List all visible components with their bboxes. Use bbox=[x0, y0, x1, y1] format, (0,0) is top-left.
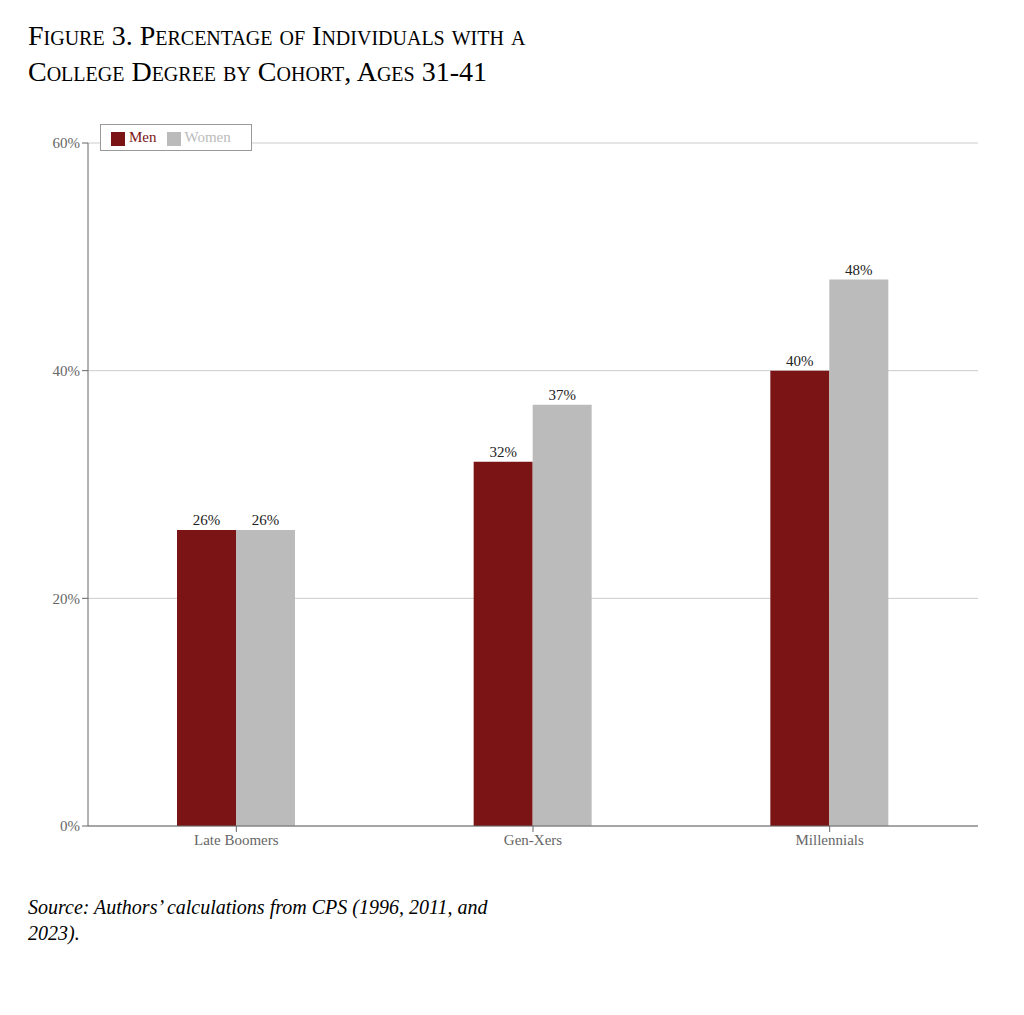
svg-text:Late Boomers: Late Boomers bbox=[194, 832, 279, 848]
svg-text:Gen-Xers: Gen-Xers bbox=[504, 832, 562, 848]
html-text:Men: Men bbox=[129, 129, 157, 145]
html-text:Women: Women bbox=[184, 129, 231, 145]
svg-text:32%: 32% bbox=[489, 444, 517, 460]
html-text:College Degree by Cohort, Ages: College Degree by Cohort, Ages 31-41 bbox=[28, 56, 487, 87]
svg-text:37%: 37% bbox=[548, 387, 576, 403]
svg-text:60%: 60% bbox=[53, 135, 81, 151]
svg-text:40%: 40% bbox=[53, 363, 81, 379]
html-text:Source: Authors’ calculations: Source: Authors’ calculations from CPS (… bbox=[28, 896, 488, 944]
svg-text:0%: 0% bbox=[60, 818, 80, 834]
svg-text:Millennials: Millennials bbox=[796, 832, 864, 848]
html-text:Figure 3. Percentage of Indivi: Figure 3. Percentage of Individuals with… bbox=[28, 20, 526, 51]
svg-text:48%: 48% bbox=[845, 262, 873, 278]
svg-text:26%: 26% bbox=[252, 512, 280, 528]
svg-text:40%: 40% bbox=[786, 353, 814, 369]
svg-text:20%: 20% bbox=[53, 591, 81, 607]
svg-text:26%: 26% bbox=[193, 512, 221, 528]
